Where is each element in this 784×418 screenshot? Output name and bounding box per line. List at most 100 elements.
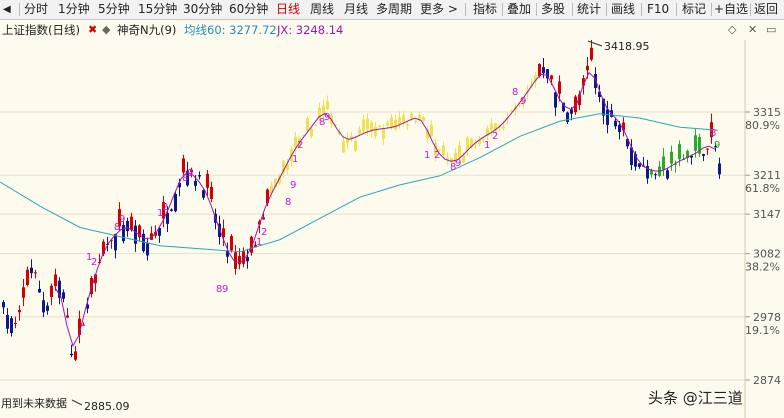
tab-weekly[interactable]: 周线 [310,2,335,16]
candle-body [578,94,581,106]
tab-1min[interactable]: 1分钟 [58,2,90,16]
candle-body [462,155,465,163]
indicator-name[interactable]: 神奇N九(9) [117,23,177,37]
candle-body [250,236,253,253]
close-icon[interactable]: ✖ [88,23,98,36]
price-axis-label: 2874 [753,374,781,387]
jx-label: JX: 3248.14 [277,23,344,37]
candle-body [426,130,429,139]
candle-body [698,137,701,154]
candle-body [602,98,605,116]
candle-body [382,128,385,140]
sequence-label: 2 [492,131,498,142]
candle-body [534,75,537,81]
sequence-label: 1 [484,140,490,151]
candle-body [154,232,157,236]
tool-stats-button[interactable]: 统计 [577,2,602,16]
fib-pct-label: 61.8% [745,182,780,195]
watermark-text: 头条 @江三道 [648,389,743,407]
candle-body [158,227,161,236]
candle-body [598,91,601,98]
candle-body [590,47,593,60]
expand-icon[interactable]: ▭ [766,23,777,36]
tool-add-watchlist-button[interactable]: +自选 [714,2,749,16]
back-arrow-icon[interactable]: ◀ [3,4,11,15]
candle-body [142,233,145,252]
candle-body [326,100,329,109]
tab-5min[interactable]: 5分钟 [98,2,130,16]
candle-body [370,122,373,132]
sequence-label: 1 [157,208,163,219]
candle-body [398,117,401,125]
candle-body [306,118,309,132]
candle-body [182,158,185,173]
tool-f10-button[interactable]: F10 [647,2,670,16]
ma60-label: 均线60: 3277.72 [184,23,277,37]
candle-body [542,67,545,74]
candle-body [650,170,653,175]
tab-15min[interactable]: 15分钟 [138,2,178,16]
sequence-label: 1 [86,252,92,263]
candle-body [186,170,189,186]
candle-body [2,302,5,308]
settings-icon[interactable]: ◆ [102,23,111,36]
sequence-label: 8 [512,87,518,98]
candle-body [346,137,349,144]
candle-body [470,138,473,148]
index-name: 上证指数(日线) [2,23,80,37]
candle-body [238,256,241,265]
candle-body [418,114,421,121]
ma60-line [0,113,719,253]
candle-body [122,225,125,242]
high-pointer [587,40,603,47]
candle-body [622,122,625,131]
candle-body [430,124,433,137]
candle-body [558,81,561,94]
tool-overlay-button[interactable]: 叠加 [507,2,532,16]
fib-pct-label: 80.9% [745,119,780,132]
candle-body [618,124,621,133]
candle-body [58,280,61,298]
candle-body [94,274,97,284]
candle-body [358,129,361,134]
candle-body [630,147,633,166]
candle-body [446,157,449,161]
close-panel-icon[interactable]: ✕ [748,23,758,36]
candle-body [450,158,453,163]
tool-indicator-button[interactable]: 指标 [473,2,498,16]
candle-body [198,175,201,177]
candle-body [562,102,565,112]
tab-fenshi[interactable]: 分时 [24,2,49,16]
candle-body [230,235,233,251]
candle-body [566,112,569,122]
candle-body [718,163,721,175]
candle-body [78,318,81,335]
candle-body [178,182,181,188]
candle-body [474,143,477,145]
tab-daily[interactable]: 日线 [276,2,301,16]
tab-monthly[interactable]: 月线 [344,2,369,16]
candle-body [678,144,681,160]
tab-multi-period[interactable]: 多周期 [376,2,413,16]
candle-body [174,193,177,212]
candle-body [150,233,153,240]
candle-body [538,64,541,77]
chart-legend: 上证指数(日线) ✖ ◆ 神奇N九(9) 均线60: 3277.72 JX: 3… [0,21,784,39]
tab-30min[interactable]: 30分钟 [183,2,223,16]
diamond-icon[interactable]: ◇ [728,23,737,36]
candle-body [226,250,229,257]
candle-body [206,173,209,188]
tool-mark-button[interactable]: 标记 [682,2,707,16]
candle-body [486,128,489,136]
divider [750,3,751,16]
tab-more[interactable]: 更多 > [420,2,458,16]
fib-pct-label: 38.2% [745,261,780,274]
tool-multistock-button[interactable]: 多股 [541,2,566,16]
sequence-label: 1 [424,150,430,161]
price-axis-label: 3147 [753,208,781,221]
tool-back-button[interactable]: 返回 [754,2,779,16]
tab-60min[interactable]: 60分钟 [229,2,269,16]
tool-draw-button[interactable]: 画线 [611,2,636,16]
candle-body [706,148,709,150]
